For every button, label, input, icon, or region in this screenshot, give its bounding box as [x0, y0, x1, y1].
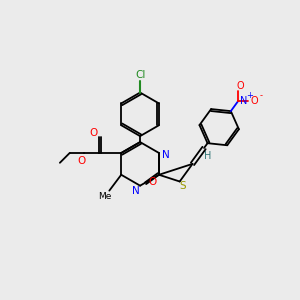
- Text: N: N: [132, 186, 140, 196]
- Text: S: S: [179, 182, 186, 191]
- Text: Cl: Cl: [135, 70, 145, 80]
- Text: -: -: [260, 91, 263, 100]
- Text: N: N: [240, 96, 247, 106]
- Text: N: N: [162, 150, 170, 160]
- Text: O: O: [250, 96, 258, 106]
- Text: O: O: [89, 128, 98, 138]
- Text: O: O: [148, 177, 156, 187]
- Text: +: +: [246, 91, 253, 100]
- Text: H: H: [204, 151, 212, 161]
- Text: O: O: [237, 81, 244, 91]
- Text: Me: Me: [98, 192, 111, 201]
- Text: O: O: [77, 156, 86, 166]
